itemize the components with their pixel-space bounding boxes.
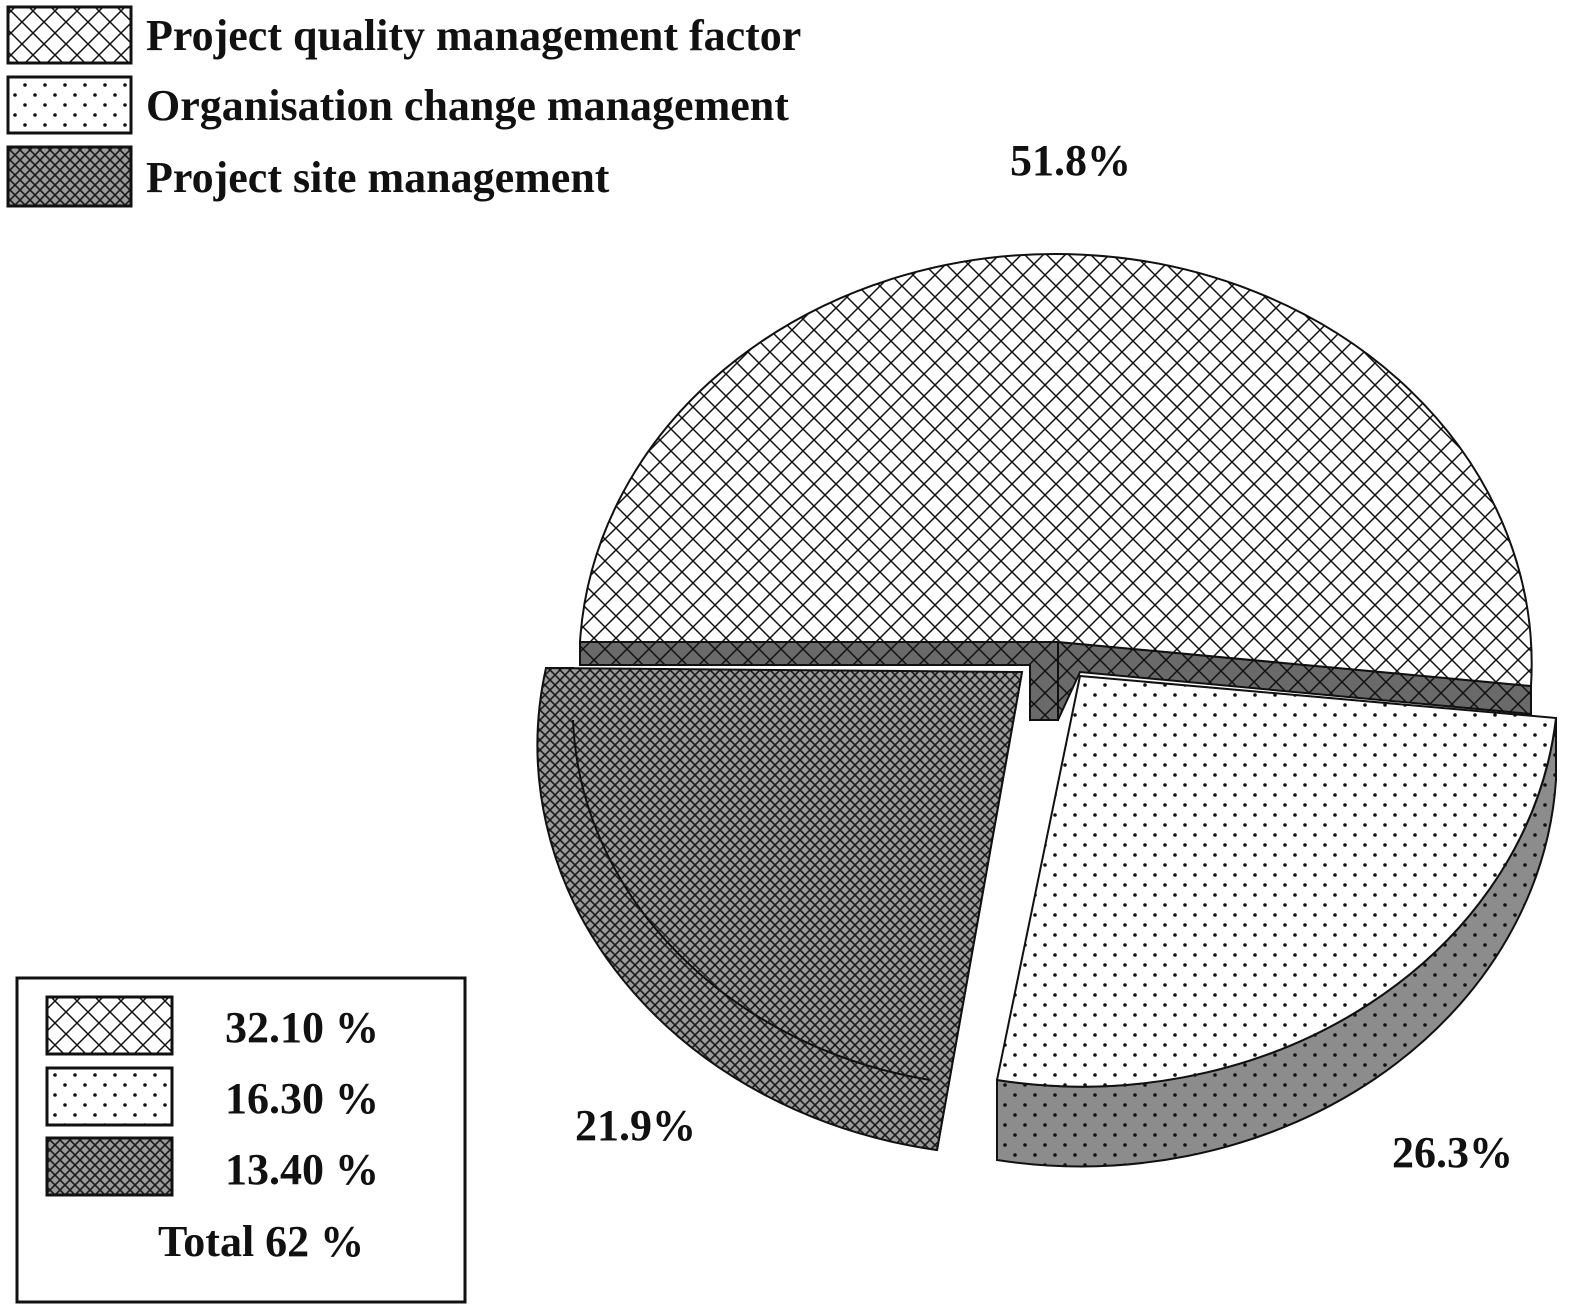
summary-box: 32.10 % 16.30 % 13.40 % Total 62 % xyxy=(15,976,467,1304)
slice-quality-top xyxy=(578,252,1533,688)
legend-swatch-organisation xyxy=(6,75,133,135)
slice-site-edge xyxy=(572,719,931,1081)
legend-label-site: Project site management xyxy=(146,153,610,202)
legend-item-organisation[interactable]: Organisation change management xyxy=(6,75,789,135)
summary-value-site: 13.40 % xyxy=(225,1145,379,1194)
summary-swatch-site xyxy=(45,1136,174,1197)
slice-label-site: 21.9% xyxy=(575,1101,696,1150)
legend-label-quality: Project quality management factor xyxy=(146,11,801,60)
slice-label-organisation: 26.3% xyxy=(1392,1128,1513,1177)
summary-total: Total 62 % xyxy=(158,1217,364,1266)
legend-label-organisation: Organisation change management xyxy=(146,81,789,130)
slice-site-top xyxy=(536,666,1024,1152)
legend: Project quality management factor Organi… xyxy=(6,5,801,208)
summary-swatch-quality xyxy=(45,995,174,1056)
slice-label-quality: 51.8% xyxy=(1010,136,1131,185)
summary-row-site: 13.40 % xyxy=(45,1136,379,1197)
summary-value-organisation: 16.30 % xyxy=(225,1074,379,1123)
summary-row-quality: 32.10 % xyxy=(45,995,379,1056)
summary-swatch-organisation xyxy=(45,1066,174,1127)
slice-site[interactable] xyxy=(536,666,1024,1152)
legend-swatch-quality xyxy=(6,5,133,65)
slice-quality[interactable] xyxy=(578,252,1533,721)
summary-row-organisation: 16.30 % xyxy=(45,1066,379,1127)
summary-value-quality: 32.10 % xyxy=(225,1003,379,1052)
legend-item-quality[interactable]: Project quality management factor xyxy=(6,5,801,65)
legend-swatch-site xyxy=(6,145,133,208)
slice-organisation-top xyxy=(995,674,1558,1088)
pie-slices xyxy=(536,252,1558,1168)
slice-organisation[interactable] xyxy=(995,674,1558,1168)
legend-item-site[interactable]: Project site management xyxy=(6,145,610,208)
